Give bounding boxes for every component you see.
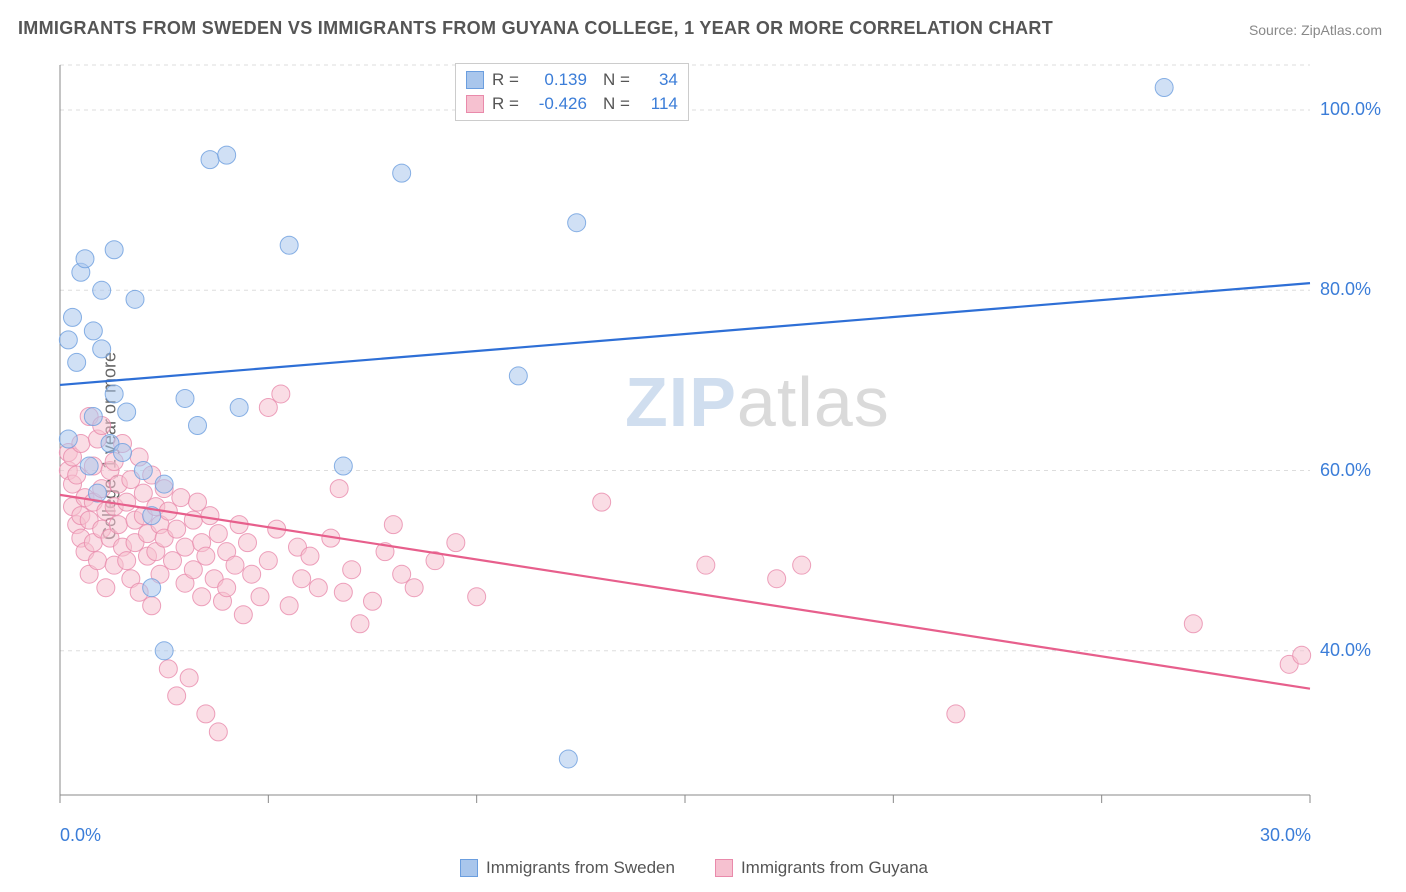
scatter-plot <box>50 55 1380 825</box>
y-tick-label: 40.0% <box>1320 640 1371 661</box>
x-tick-label: 30.0% <box>1260 825 1311 846</box>
r-label: R = <box>492 92 519 116</box>
legend-item: Immigrants from Sweden <box>460 858 675 878</box>
legend-label: Immigrants from Guyana <box>741 858 928 878</box>
n-label: N = <box>603 68 630 92</box>
legend-swatch <box>715 859 733 877</box>
chart-container: IMMIGRANTS FROM SWEDEN VS IMMIGRANTS FRO… <box>0 0 1406 892</box>
y-tick-label: 100.0% <box>1320 99 1381 120</box>
y-tick-label: 80.0% <box>1320 279 1371 300</box>
x-tick-label: 0.0% <box>60 825 101 846</box>
r-value: -0.426 <box>527 92 587 116</box>
stats-row: R = 0.139 N = 34 <box>466 68 678 92</box>
n-value: 34 <box>638 68 678 92</box>
n-value: 114 <box>638 92 678 116</box>
n-label: N = <box>603 92 630 116</box>
source-prefix: Source: <box>1249 22 1301 38</box>
stats-row: R = -0.426 N = 114 <box>466 92 678 116</box>
correlation-stats-box: R = 0.139 N = 34 R = -0.426 N = 114 <box>455 63 689 121</box>
legend-swatch <box>466 95 484 113</box>
series-legend: Immigrants from Sweden Immigrants from Gu… <box>460 858 928 878</box>
y-tick-label: 60.0% <box>1320 460 1371 481</box>
r-label: R = <box>492 68 519 92</box>
source-attribution: Source: ZipAtlas.com <box>1249 22 1382 38</box>
source-name: ZipAtlas.com <box>1301 22 1382 38</box>
legend-label: Immigrants from Sweden <box>486 858 675 878</box>
legend-item: Immigrants from Guyana <box>715 858 928 878</box>
r-value: 0.139 <box>527 68 587 92</box>
legend-swatch <box>466 71 484 89</box>
chart-title: IMMIGRANTS FROM SWEDEN VS IMMIGRANTS FRO… <box>18 18 1053 39</box>
legend-swatch <box>460 859 478 877</box>
